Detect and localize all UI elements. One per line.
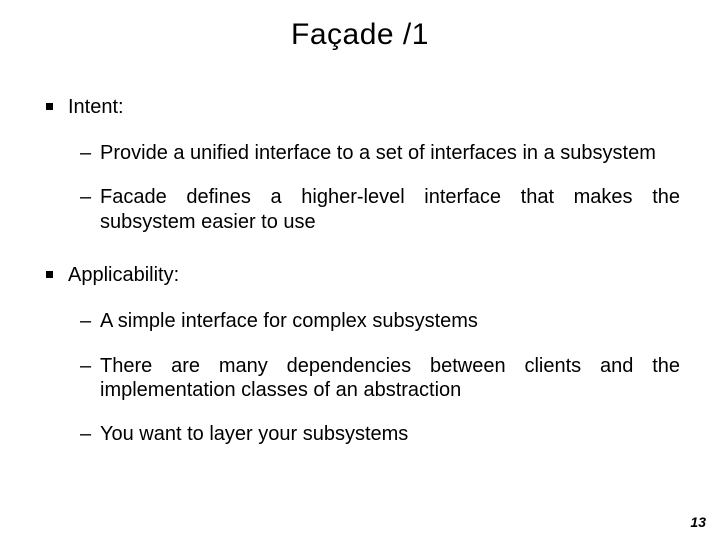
list-item-text: There are many dependencies between clie… bbox=[100, 355, 680, 401]
list-item: – You want to layer your subsystems bbox=[46, 422, 680, 446]
dash-bullet-icon: – bbox=[80, 185, 91, 209]
section-heading-applicability: Applicability: bbox=[46, 264, 680, 287]
list-item: – Provide a unified interface to a set o… bbox=[46, 141, 680, 165]
section-heading-text: Applicability: bbox=[68, 264, 179, 286]
page-number: 13 bbox=[690, 514, 706, 530]
dash-bullet-icon: – bbox=[80, 141, 91, 165]
list-item: – There are many dependencies between cl… bbox=[46, 354, 680, 403]
list-item: – A simple interface for complex subsyst… bbox=[46, 309, 680, 333]
dash-bullet-icon: – bbox=[80, 354, 91, 378]
square-bullet-icon bbox=[46, 103, 53, 110]
slide-body: Intent: – Provide a unified interface to… bbox=[46, 96, 680, 467]
list-item-text: Provide a unified interface to a set of … bbox=[100, 142, 656, 164]
section-heading-intent: Intent: bbox=[46, 96, 680, 119]
list-item-text: Facade defines a higher-level interface … bbox=[100, 186, 680, 232]
section-heading-text: Intent: bbox=[68, 96, 124, 118]
list-item-text: A simple interface for complex subsystem… bbox=[100, 310, 478, 332]
list-item-text: You want to layer your subsystems bbox=[100, 423, 408, 445]
square-bullet-icon bbox=[46, 271, 53, 278]
slide: Façade /1 Intent: – Provide a unified in… bbox=[0, 0, 720, 540]
slide-title: Façade /1 bbox=[0, 18, 720, 52]
dash-bullet-icon: – bbox=[80, 422, 91, 446]
list-item: – Facade defines a higher-level interfac… bbox=[46, 185, 680, 234]
dash-bullet-icon: – bbox=[80, 309, 91, 333]
